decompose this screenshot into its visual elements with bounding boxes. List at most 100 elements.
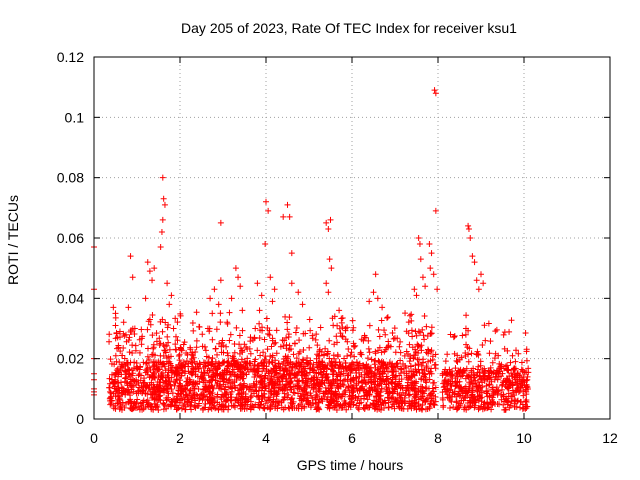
data-point: [303, 380, 310, 387]
data-point: [382, 331, 389, 338]
data-point: [267, 406, 274, 413]
data-point: [196, 323, 203, 330]
data-point: [137, 400, 144, 407]
data-point: [421, 390, 428, 397]
data-point: [389, 360, 396, 367]
data-point: [292, 372, 299, 379]
data-point: [165, 360, 172, 367]
data-point: [244, 355, 251, 362]
data-point: [326, 256, 333, 263]
data-point: [492, 350, 499, 357]
data-point: [317, 324, 324, 331]
data-point: [354, 359, 361, 366]
data-point: [508, 317, 515, 324]
data-point: [209, 336, 216, 343]
data-point: [408, 385, 415, 392]
data-point: [481, 377, 488, 384]
data-point: [231, 341, 238, 348]
data-point: [416, 241, 423, 248]
data-point: [475, 352, 482, 359]
data-point: [124, 359, 131, 366]
data-point: [371, 402, 378, 409]
data-point: [486, 381, 493, 388]
data-point: [164, 355, 171, 362]
data-point: [418, 347, 425, 354]
data-point: [307, 357, 314, 364]
data-point: [199, 390, 206, 397]
data-point: [311, 367, 318, 374]
data-point: [284, 360, 291, 367]
data-point: [473, 277, 480, 284]
data-point: [482, 368, 489, 375]
data-point: [470, 371, 477, 378]
data-point: [342, 376, 349, 383]
data-point: [494, 367, 501, 374]
data-point: [180, 402, 187, 409]
data-point: [412, 378, 419, 385]
data-point: [268, 401, 275, 408]
data-point: [178, 372, 185, 379]
data-point: [413, 406, 420, 413]
data-point: [447, 386, 454, 393]
data-point: [355, 406, 362, 413]
data-point: [150, 369, 157, 376]
data-point: [120, 387, 127, 394]
data-point: [133, 404, 140, 411]
data-point: [178, 405, 185, 412]
data-point: [251, 334, 258, 341]
data-point: [453, 398, 460, 405]
data-point: [375, 398, 382, 405]
data-point: [295, 358, 302, 365]
data-point: [309, 395, 316, 402]
data-point: [423, 323, 430, 330]
data-point: [163, 386, 170, 393]
data-point: [454, 358, 461, 365]
data-point: [484, 387, 491, 394]
data-point: [324, 348, 331, 355]
data-point: [136, 371, 143, 378]
data-point: [165, 381, 172, 388]
data-point: [216, 362, 223, 369]
data-point: [337, 377, 344, 384]
data-point: [119, 352, 126, 359]
data-point: [264, 346, 271, 353]
data-point: [376, 375, 383, 382]
data-point: [518, 359, 525, 366]
data-point: [229, 355, 236, 362]
data-point: [362, 389, 369, 396]
data-point: [181, 339, 188, 346]
data-point: [397, 395, 404, 402]
data-point: [313, 331, 320, 338]
data-point: [375, 347, 382, 354]
data-point: [190, 366, 197, 373]
data-point: [492, 328, 499, 335]
data-point: [406, 358, 413, 365]
data-point: [176, 357, 183, 364]
data-point: [233, 324, 240, 331]
data-point: [458, 387, 465, 394]
data-point: [331, 355, 338, 362]
data-point: [299, 377, 306, 384]
data-point: [344, 372, 351, 379]
data-point: [218, 394, 225, 401]
data-point: [379, 399, 386, 406]
data-point: [507, 402, 514, 409]
data-point: [219, 401, 226, 408]
data-point: [401, 352, 408, 359]
data-point: [378, 317, 385, 324]
data-point: [183, 357, 190, 364]
data-point: [268, 373, 275, 380]
data-point: [408, 405, 415, 412]
data-point: [271, 370, 278, 377]
data-point: [405, 330, 412, 337]
data-point: [365, 404, 372, 411]
data-point: [478, 387, 485, 394]
data-point: [123, 400, 130, 407]
data-point: [174, 390, 181, 397]
data-point: [191, 403, 198, 410]
data-point: [295, 378, 302, 385]
data-point: [172, 341, 179, 348]
data-point: [494, 400, 501, 407]
data-point: [408, 311, 415, 318]
data-point: [430, 388, 437, 395]
